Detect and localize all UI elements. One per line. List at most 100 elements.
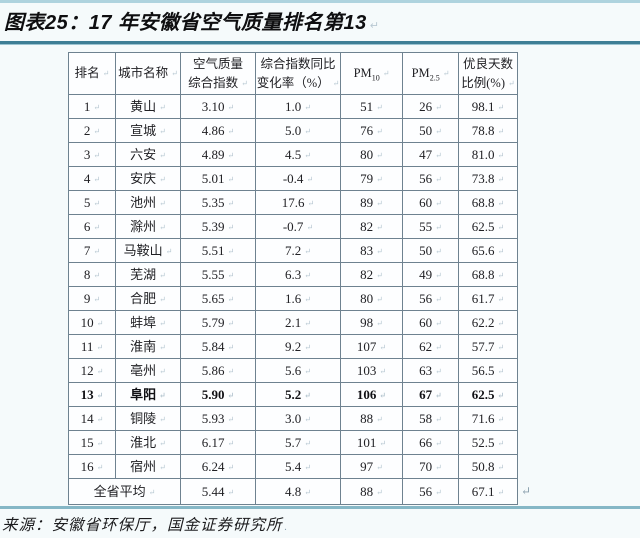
cell-pm25: 62: [402, 334, 459, 359]
pm25-subscript: 2.5: [429, 73, 440, 83]
col-header-city: 城市名称: [115, 52, 181, 95]
cell-index: 5.39: [180, 214, 256, 239]
table-row: 13阜阳5.905.21066762.5: [68, 382, 518, 407]
cell-pm10: 82: [340, 214, 403, 239]
cell-yoy: 5.7: [255, 430, 341, 455]
cell-city: 淮北: [115, 430, 181, 455]
air-quality-table: 排名 城市名称 空气质量 综合指数 综合指数同比 变化率（%） PM10 PM2…: [68, 52, 518, 505]
cell-pm25: 55: [402, 214, 459, 239]
cell-good: 78.8: [458, 118, 518, 143]
title-underline-rule: [0, 41, 640, 45]
pm25-label: PM: [411, 66, 430, 81]
cell-city: 安庆: [115, 166, 181, 191]
table-row: 6滁州5.39-0.7825562.5: [68, 214, 518, 239]
cell-index: 5.51: [180, 238, 256, 263]
cell-pm25: 56: [402, 286, 459, 311]
cell-yoy: 6.3: [255, 262, 341, 287]
table-row: 1黄山3.101.0512698.1: [68, 94, 518, 119]
cell-pm25: 58: [402, 406, 459, 431]
cell-index: 5.65: [180, 286, 256, 311]
cell-good: 73.8: [458, 166, 518, 191]
cell-pm10: 88: [340, 406, 403, 431]
cell-rank: 9: [68, 286, 116, 311]
cell-good: 57.7: [458, 334, 518, 359]
cell-rank: 7: [68, 238, 116, 263]
table-row: 7马鞍山5.517.2835065.6: [68, 238, 518, 263]
cell-yoy: 5.0: [255, 118, 341, 143]
col-header-rank: 排名: [68, 52, 116, 95]
cell-yoy: 5.6: [255, 358, 341, 383]
cell-yoy: 2.1: [255, 310, 341, 335]
cell-pm10: 107: [340, 334, 403, 359]
cell-index: 5.35: [180, 190, 256, 215]
table-row: 11淮南5.849.21076257.7: [68, 334, 518, 359]
cell-index: 4.89: [180, 142, 256, 167]
cell-good: 56.5: [458, 358, 518, 383]
cell-rank: 10: [68, 310, 116, 335]
cell-pm25: 66: [402, 430, 459, 455]
footer-pm25: 56: [402, 478, 459, 505]
cell-city: 阜阳: [115, 382, 181, 407]
cell-yoy: 9.2: [255, 334, 341, 359]
cell-city: 六安: [115, 142, 181, 167]
cell-pm10: 80: [340, 286, 403, 311]
figure-title: 图表25：17 年安徽省空气质量排名第13: [4, 6, 380, 35]
cell-rank: 6: [68, 214, 116, 239]
cell-pm25: 49: [402, 262, 459, 287]
cell-pm10: 83: [340, 238, 403, 263]
cell-city: 铜陵: [115, 406, 181, 431]
table-row: 12亳州5.865.61036356.5: [68, 358, 518, 383]
cell-index: 5.79: [180, 310, 256, 335]
cell-good: 52.5: [458, 430, 518, 455]
cell-yoy: -0.7: [255, 214, 341, 239]
cell-good: 65.6: [458, 238, 518, 263]
table-row: 10蚌埠5.792.1986062.2: [68, 310, 518, 335]
cell-rank: 5: [68, 190, 116, 215]
cell-city: 蚌埠: [115, 310, 181, 335]
cell-rank: 4: [68, 166, 116, 191]
cell-city: 马鞍山: [115, 238, 181, 263]
cell-index: 6.24: [180, 454, 256, 479]
table-row: 5池州5.3517.6896068.8: [68, 190, 518, 215]
cell-good: 50.8: [458, 454, 518, 479]
footer-label: 全省平均: [68, 478, 181, 505]
cell-rank: 1: [68, 94, 116, 119]
cell-yoy: 17.6: [255, 190, 341, 215]
bottom-accent-line: [0, 506, 640, 509]
pm10-subscript: 10: [371, 73, 380, 83]
cell-index: 3.10: [180, 94, 256, 119]
cell-city: 宣城: [115, 118, 181, 143]
cell-city: 滁州: [115, 214, 181, 239]
col-header-good-days: 优良天数 比例(%): [458, 52, 518, 95]
cell-pm10: 82: [340, 262, 403, 287]
cell-rank: 3: [68, 142, 116, 167]
cell-rank: 8: [68, 262, 116, 287]
cell-index: 5.93: [180, 406, 256, 431]
pm10-label: PM: [353, 66, 372, 81]
cell-good: 61.7: [458, 286, 518, 311]
cell-good: 68.8: [458, 262, 518, 287]
cell-good: 62.2: [458, 310, 518, 335]
cell-index: 5.84: [180, 334, 256, 359]
col-header-yoy: 综合指数同比 变化率（%）: [255, 52, 341, 95]
col-header-index: 空气质量 综合指数: [180, 52, 256, 95]
cell-pm10: 76: [340, 118, 403, 143]
cell-pm25: 60: [402, 190, 459, 215]
cell-good: 68.8: [458, 190, 518, 215]
table-row: 16宿州6.245.4977050.8: [68, 454, 518, 479]
table-row: 14铜陵5.933.0885871.6: [68, 406, 518, 431]
cell-rank: 16: [68, 454, 116, 479]
cell-index: 5.01: [180, 166, 256, 191]
cell-rank: 12: [68, 358, 116, 383]
cell-pm25: 50: [402, 118, 459, 143]
cell-pm25: 70: [402, 454, 459, 479]
cell-pm10: 51: [340, 94, 403, 119]
table-row: 4安庆5.01-0.4795673.8: [68, 166, 518, 191]
cell-index: 5.55: [180, 262, 256, 287]
cell-city: 池州: [115, 190, 181, 215]
cell-index: 6.17: [180, 430, 256, 455]
cell-pm25: 67: [402, 382, 459, 407]
cell-yoy: 5.4: [255, 454, 341, 479]
cell-pm10: 106: [340, 382, 403, 407]
footer-yoy: 4.8: [255, 478, 341, 505]
